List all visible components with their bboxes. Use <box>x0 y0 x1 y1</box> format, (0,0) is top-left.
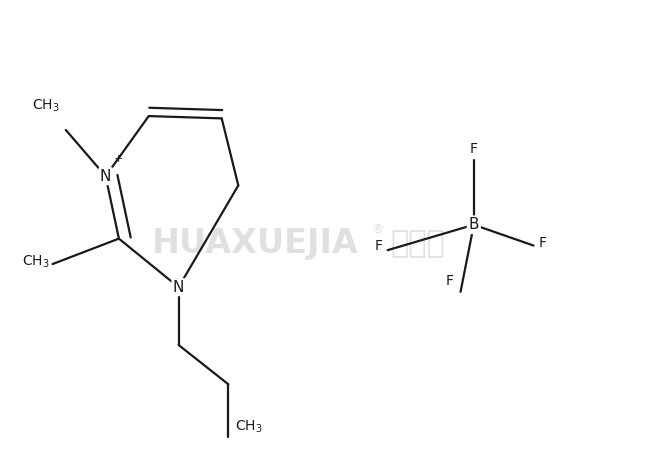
Text: F: F <box>446 274 454 288</box>
Text: 化学加: 化学加 <box>391 229 446 258</box>
Text: CH$_3$: CH$_3$ <box>21 254 50 270</box>
Text: F: F <box>539 236 547 250</box>
Text: F: F <box>470 142 478 156</box>
Text: +: + <box>114 154 124 164</box>
Text: HUAXUEJIA: HUAXUEJIA <box>151 227 359 260</box>
Text: B: B <box>468 217 479 232</box>
Text: CH$_3$: CH$_3$ <box>235 419 263 435</box>
Text: ®: ® <box>371 223 383 236</box>
Text: N: N <box>173 280 184 295</box>
Text: CH$_3$: CH$_3$ <box>31 97 59 114</box>
Text: N: N <box>100 168 111 184</box>
Text: F: F <box>374 240 382 254</box>
